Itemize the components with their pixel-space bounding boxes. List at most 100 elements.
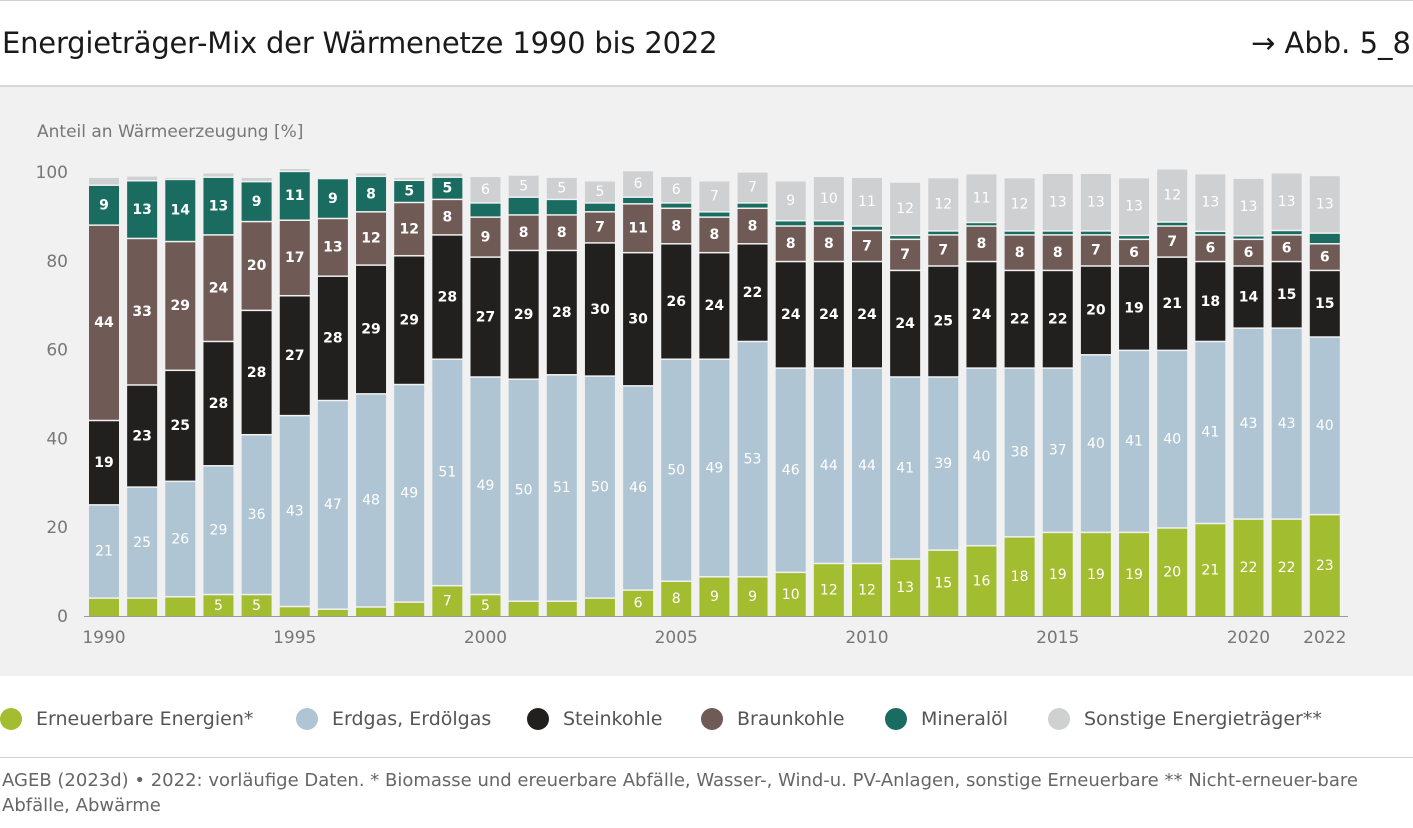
data-label: 28 (438, 289, 457, 305)
bar-segment (165, 177, 196, 179)
bar-segment (852, 262, 882, 368)
bar-segment (852, 226, 882, 230)
data-label: 8 (366, 186, 376, 202)
bar-segment (317, 219, 348, 276)
bar-segment (928, 235, 959, 266)
legend-label-erdgas: Erdgas, Erdölgas (332, 708, 492, 730)
data-label: 8 (748, 218, 758, 234)
legend-item-erneuerbare: Erneuerbare Energien* (0, 700, 253, 738)
data-label: 27 (285, 348, 304, 364)
data-label: 50 (591, 479, 609, 495)
data-label: 29 (171, 298, 190, 314)
data-label: 7 (595, 220, 605, 236)
data-label: 28 (247, 365, 266, 381)
data-label: 26 (171, 531, 189, 547)
legend-swatch-steinkohle (527, 708, 549, 730)
data-label: 12 (399, 221, 418, 237)
data-label: 29 (399, 312, 418, 328)
bar-segment (508, 601, 539, 616)
bar-segment (508, 251, 539, 379)
bar-segment (394, 203, 425, 256)
legend: Erneuerbare Energien* Erdgas, Erdölgas S… (0, 700, 1413, 738)
bar-segment (279, 607, 310, 616)
data-label: 7 (938, 243, 948, 259)
y-tick-label: 0 (57, 607, 68, 627)
data-label: 13 (1049, 194, 1067, 210)
data-label: 51 (438, 465, 456, 481)
bar-segment (966, 368, 997, 545)
bar-segment (623, 590, 654, 616)
bar-segment (165, 371, 196, 481)
data-label: 44 (94, 315, 114, 331)
bar-segment (165, 482, 196, 597)
bar-segment (966, 262, 997, 368)
data-label: 24 (705, 298, 725, 314)
data-label: 5 (252, 598, 261, 614)
x-tick-label: 2005 (655, 628, 698, 648)
data-label: 46 (782, 462, 800, 478)
bar-segment (584, 243, 615, 376)
bar-segment (1119, 266, 1150, 350)
data-label: 5 (595, 184, 604, 200)
data-label: 50 (667, 462, 685, 478)
data-label: 11 (973, 190, 991, 206)
bar-segment (1271, 173, 1302, 230)
data-label: 8 (442, 209, 452, 225)
bar-segment (661, 177, 692, 203)
data-label: 25 (934, 314, 953, 330)
bar-segment (241, 177, 272, 181)
data-label: 11 (285, 188, 304, 204)
x-tick-label: 2010 (845, 628, 888, 648)
bar-segment (1271, 262, 1302, 328)
data-label: 5 (442, 181, 452, 197)
data-label: 29 (361, 322, 380, 338)
data-label: 24 (819, 307, 839, 323)
data-label: 11 (628, 221, 647, 237)
data-label: 44 (820, 458, 838, 474)
bar-segment (127, 598, 158, 616)
bar-segment (1195, 235, 1226, 261)
bar-segment (1119, 533, 1150, 616)
bar-segment (1004, 231, 1035, 235)
bar-segment (699, 359, 730, 577)
bar-segment (89, 505, 119, 598)
bar-segment (1042, 235, 1073, 270)
bar-segment (1004, 368, 1035, 537)
data-label: 12 (361, 231, 380, 247)
bar-segment (813, 262, 844, 368)
data-label: 11 (858, 194, 876, 210)
data-label: 23 (1316, 558, 1334, 574)
bar-segment (852, 177, 882, 226)
bar-segment (584, 203, 615, 212)
legend-item-erdgas: Erdgas, Erdölgas (296, 700, 491, 738)
bar-segment (546, 215, 577, 250)
data-label: 8 (786, 236, 796, 252)
bar-segment (1004, 235, 1035, 270)
bar-segment (584, 181, 615, 203)
legend-label-erneuerbare: Erneuerbare Energien* (36, 708, 254, 730)
bar-segment (852, 564, 882, 616)
data-label: 27 (476, 309, 495, 325)
data-label: 24 (972, 307, 992, 323)
bar-segment (1004, 178, 1035, 231)
bar-segment (89, 177, 119, 185)
x-tick-label: 2000 (464, 628, 507, 648)
bar-segment (966, 546, 997, 616)
bar-segment (203, 177, 234, 235)
data-label: 28 (552, 305, 571, 321)
data-label: 15 (1277, 287, 1296, 303)
bar-segment (1233, 266, 1264, 328)
data-label: 12 (1011, 197, 1029, 213)
bar-segment (737, 342, 768, 577)
data-label: 13 (1201, 195, 1219, 211)
data-label: 15 (1315, 296, 1334, 312)
data-label: 40 (1163, 431, 1181, 447)
bar-segment (813, 226, 844, 261)
y-tick-label: 20 (46, 518, 68, 538)
top-rule (0, 0, 1413, 1)
x-tick-label: 2020 (1227, 628, 1270, 648)
data-label: 6 (481, 182, 490, 198)
data-label: 16 (973, 573, 991, 589)
data-label: 5 (519, 178, 528, 194)
bar-segment (890, 182, 921, 235)
